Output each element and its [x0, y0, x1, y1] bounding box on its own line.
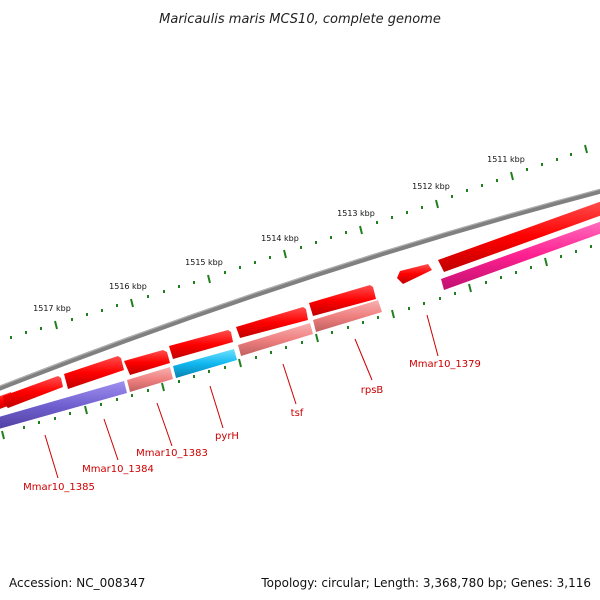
gene-bar [313, 300, 382, 332]
tick-label-1512: 1512 kbp [412, 182, 450, 191]
tick-label-1514: 1514 kbp [261, 234, 299, 243]
topology-label: Topology: circular; Length: 3,368,780 bp… [261, 576, 591, 590]
gene-bar [441, 221, 600, 290]
gene-label-mmar10-1385: Mmar10_1385 [23, 482, 95, 493]
gene-arrow [236, 307, 308, 338]
genome-backbone-highlight [0, 188, 600, 387]
tick-mark [207, 274, 211, 284]
scale-outer [54, 144, 588, 330]
scale-inner-dots [23, 245, 592, 429]
tick-mark [584, 144, 588, 154]
gene-label-mmar10-1383: Mmar10_1383 [136, 448, 208, 459]
tick-mark [391, 309, 395, 319]
tick-mark [359, 225, 363, 235]
tick-label-1515: 1515 kbp [185, 258, 223, 267]
tick-mark [84, 405, 88, 415]
tick-mark [468, 283, 472, 293]
gene-arrow [169, 330, 233, 359]
tick-label-1511: 1511 kbp [487, 155, 525, 164]
gene-arrow [64, 356, 124, 389]
tick-mark [544, 257, 548, 267]
gene-label-leaders [44, 314, 439, 479]
tick-mark [510, 171, 514, 181]
gene-bar [0, 381, 127, 429]
gene-arrow [438, 201, 600, 272]
gene-label-mmar10-1379: Mmar10_1379 [409, 359, 481, 370]
accession-label: Accession: NC_008347 [9, 576, 146, 590]
reverse-strand [0, 221, 600, 429]
tick-mark [161, 382, 165, 392]
gene-arrow [309, 285, 376, 316]
genome-backbone [0, 188, 600, 391]
gene-bar [173, 349, 237, 378]
forward-strand [0, 201, 600, 409]
gene-bar [127, 367, 173, 392]
gene-bar [238, 323, 313, 356]
tick-label-1513: 1513 kbp [337, 209, 375, 218]
tick-mark [315, 333, 319, 343]
gene-label-rpsb: rpsB [361, 385, 384, 396]
scale-outer-dots [10, 153, 572, 339]
tick-mark [283, 249, 287, 259]
tick-mark [54, 320, 58, 330]
gene-label-mmar10-1384: Mmar10_1384 [82, 464, 154, 475]
tick-mark [1, 430, 5, 440]
gene-label-tsf: tsf [291, 408, 304, 419]
tick-label-1517: 1517 kbp [33, 304, 71, 313]
tick-mark [238, 358, 242, 368]
gene-arrow [397, 264, 432, 284]
gene-arrow [3, 376, 63, 408]
gene-arrow [124, 350, 170, 375]
tick-mark [435, 199, 439, 209]
scale-inner [1, 257, 548, 440]
tick-mark [130, 298, 134, 308]
tick-label-1516: 1516 kbp [109, 282, 147, 291]
gene-label-pyrh: pyrH [215, 431, 239, 442]
genome-title: Maricaulis maris MCS10, complete genome [159, 12, 441, 27]
